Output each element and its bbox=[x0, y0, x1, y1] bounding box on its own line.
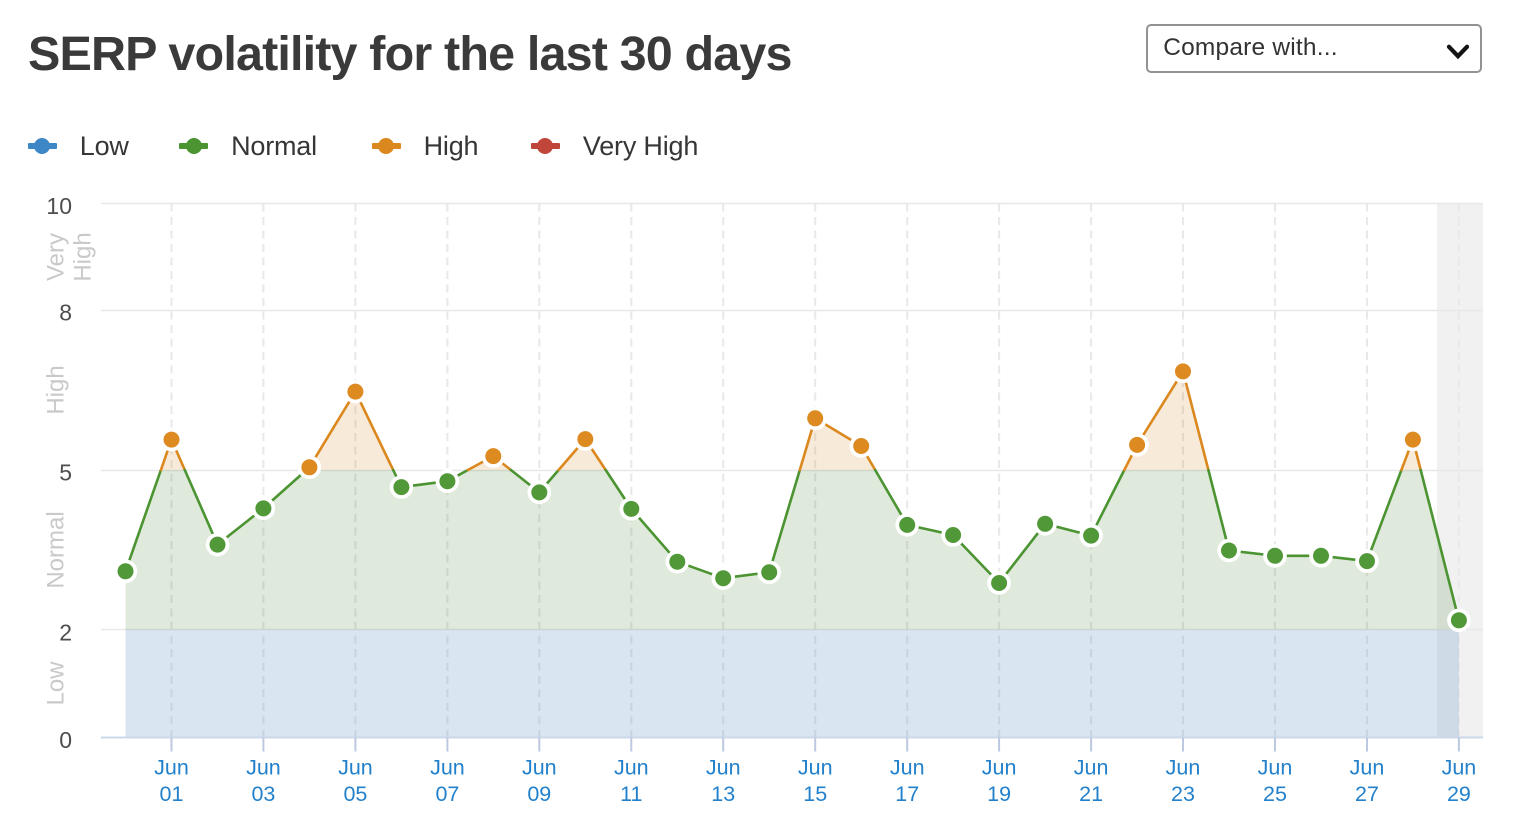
svg-text:Jun: Jun bbox=[614, 755, 649, 779]
svg-text:Jun: Jun bbox=[1258, 755, 1293, 779]
svg-text:15: 15 bbox=[803, 782, 827, 806]
svg-text:Jun: Jun bbox=[890, 755, 925, 779]
svg-text:Jun: Jun bbox=[798, 755, 833, 779]
svg-text:17: 17 bbox=[895, 782, 919, 806]
svg-text:01: 01 bbox=[160, 782, 184, 806]
svg-text:Very: Very bbox=[43, 233, 70, 281]
svg-text:10: 10 bbox=[46, 193, 72, 219]
svg-text:27: 27 bbox=[1355, 782, 1379, 806]
svg-text:25: 25 bbox=[1263, 782, 1287, 806]
svg-text:Jun: Jun bbox=[246, 755, 281, 779]
svg-text:21: 21 bbox=[1079, 782, 1103, 806]
svg-text:8: 8 bbox=[59, 300, 72, 326]
svg-text:Jun: Jun bbox=[338, 755, 373, 779]
svg-text:High: High bbox=[43, 365, 70, 414]
svg-text:Low: Low bbox=[43, 661, 70, 706]
svg-text:11: 11 bbox=[620, 782, 642, 806]
svg-text:Jun: Jun bbox=[982, 755, 1017, 779]
svg-text:Jun: Jun bbox=[522, 755, 557, 779]
svg-text:19: 19 bbox=[987, 782, 1011, 806]
svg-text:07: 07 bbox=[435, 782, 459, 806]
svg-text:Jun: Jun bbox=[1074, 755, 1109, 779]
svg-text:5: 5 bbox=[59, 460, 72, 486]
svg-text:Normal: Normal bbox=[43, 511, 70, 588]
svg-text:13: 13 bbox=[711, 782, 735, 806]
svg-text:0: 0 bbox=[59, 727, 72, 753]
svg-text:23: 23 bbox=[1171, 782, 1195, 806]
svg-text:Jun: Jun bbox=[1350, 755, 1385, 779]
svg-text:Jun: Jun bbox=[1166, 755, 1201, 779]
svg-text:2: 2 bbox=[59, 619, 72, 645]
svg-text:High: High bbox=[70, 232, 97, 281]
svg-text:Jun: Jun bbox=[430, 755, 465, 779]
svg-text:Jun: Jun bbox=[1442, 755, 1477, 779]
svg-text:29: 29 bbox=[1447, 782, 1471, 806]
svg-text:03: 03 bbox=[251, 782, 275, 806]
svg-text:09: 09 bbox=[527, 782, 551, 806]
svg-text:05: 05 bbox=[343, 782, 367, 806]
svg-text:Jun: Jun bbox=[154, 755, 189, 779]
svg-text:Jun: Jun bbox=[706, 755, 741, 779]
